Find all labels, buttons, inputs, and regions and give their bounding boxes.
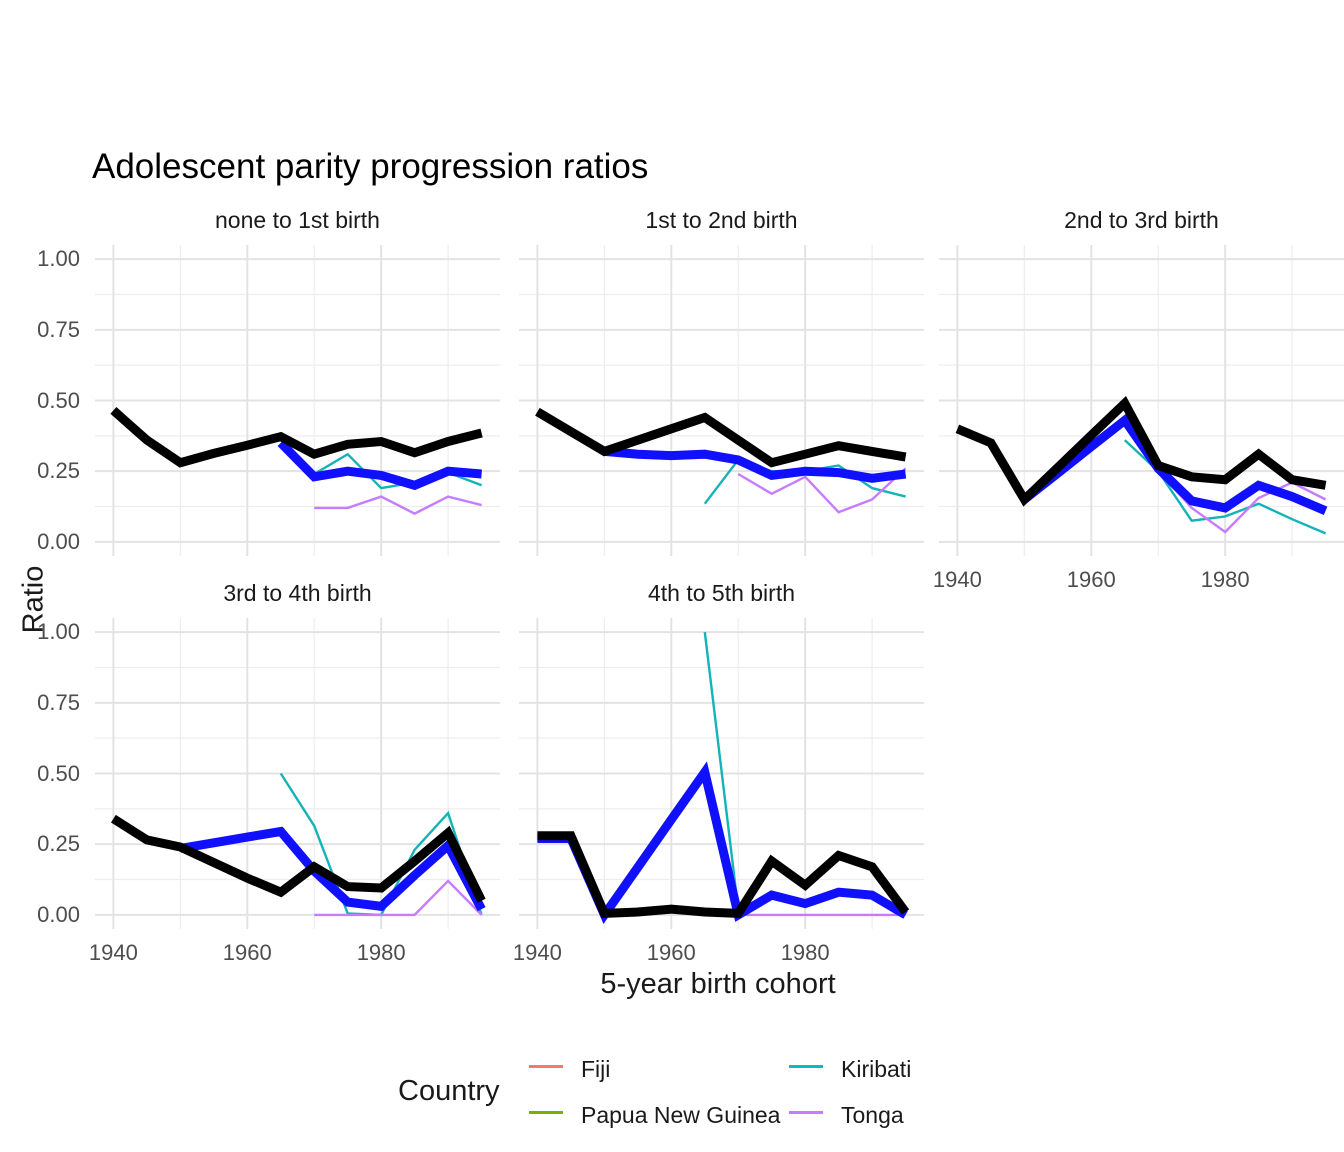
x-tick-label: 1980 — [1200, 567, 1250, 592]
series-line-black-thick-unlabeled- — [535, 407, 907, 468]
series-line-blue-thick-unlabeled- — [277, 439, 482, 491]
x-tick-label: 1940 — [88, 940, 138, 965]
series-line-blue-thick-unlabeled- — [179, 826, 486, 912]
series-line-black-thick-unlabeled- — [537, 831, 910, 919]
x-tick-label: 1960 — [646, 940, 696, 965]
facet-strip-label: 3rd to 4th birth — [223, 580, 372, 606]
x-tick-label: 1960 — [1066, 567, 1116, 592]
y-tick-label: 0.75 — [37, 689, 80, 715]
y-tick-label: 0.50 — [37, 387, 80, 413]
series-line-tonga — [1157, 470, 1327, 534]
facet-panel — [939, 245, 1344, 556]
x-tick-label: 1980 — [780, 940, 830, 965]
x-tick-label: 1940 — [932, 567, 982, 592]
legend-label-fiji: Fiji — [581, 1056, 611, 1082]
facet-strip-label: 2nd to 3rd birth — [1064, 207, 1219, 233]
legend-label-papua-new-guinea: Papua New Guinea — [581, 1102, 781, 1128]
series-line-tonga — [314, 879, 483, 917]
y-tick-label: 0.25 — [37, 458, 80, 484]
legend-key-kiribati — [789, 1065, 823, 1068]
legend-title: Country — [398, 1075, 500, 1107]
series-line-black-thick-unlabeled- — [110, 407, 483, 468]
facet-strip-label: 4th to 5th birth — [647, 580, 796, 606]
y-tick-label: 1.00 — [37, 619, 80, 645]
series-line-black-thick-unlabeled- — [955, 395, 1327, 507]
x-axis-title: 5-year birth cohort — [600, 968, 836, 1000]
x-tick-label: 1940 — [512, 940, 562, 965]
x-tick-label: 1980 — [356, 940, 406, 965]
x-tick-label: 1960 — [222, 940, 272, 965]
legend-label-tonga: Tonga — [841, 1102, 904, 1128]
series-line-blue-thick-unlabeled- — [1021, 413, 1328, 515]
legend-label-kiribati: Kiribati — [841, 1056, 912, 1082]
y-tick-label: 0.00 — [37, 528, 80, 554]
facet-strip-label: none to 1st birth — [215, 207, 380, 233]
y-tick-label: 0.25 — [37, 831, 80, 857]
series-line-tonga — [737, 467, 907, 514]
y-tick-label: 0.00 — [37, 901, 80, 927]
series-line-tonga — [314, 495, 482, 515]
series-line-kiribati — [703, 631, 740, 910]
legend-key-fiji — [529, 1065, 563, 1068]
y-tick-label: 1.00 — [37, 246, 80, 272]
facet-panel — [519, 618, 924, 929]
y-tick-label: 0.75 — [37, 316, 80, 342]
legend-key-tonga — [789, 1111, 823, 1114]
series-line-blue-thick-unlabeled- — [604, 446, 907, 483]
facet-panel — [95, 618, 500, 929]
series-line-black-thick-unlabeled- — [110, 814, 486, 903]
facet-panel — [519, 245, 924, 556]
facet-strip-label: 1st to 2nd birth — [645, 207, 798, 233]
chart-title: Adolescent parity progression ratios — [92, 147, 649, 186]
y-tick-label: 0.50 — [37, 760, 80, 786]
facet-panel — [95, 245, 500, 556]
legend-key-papua-new-guinea — [529, 1111, 563, 1114]
